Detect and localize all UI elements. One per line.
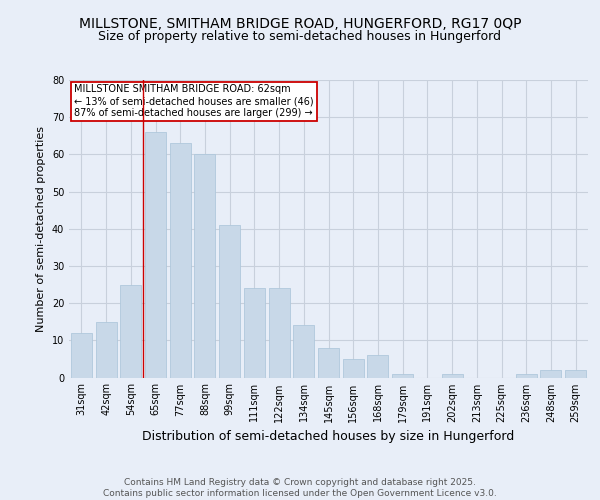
Bar	[71, 333, 92, 378]
Bar	[541, 370, 562, 378]
Bar	[442, 374, 463, 378]
Text: Size of property relative to semi-detached houses in Hungerford: Size of property relative to semi-detach…	[98, 30, 502, 43]
Bar	[219, 225, 240, 378]
Bar	[194, 154, 215, 378]
X-axis label: Distribution of semi-detached houses by size in Hungerford: Distribution of semi-detached houses by …	[142, 430, 515, 443]
Bar	[293, 326, 314, 378]
Bar	[145, 132, 166, 378]
Bar	[95, 322, 116, 378]
Bar	[269, 288, 290, 378]
Y-axis label: Number of semi-detached properties: Number of semi-detached properties	[36, 126, 46, 332]
Text: MILLSTONE, SMITHAM BRIDGE ROAD, HUNGERFORD, RG17 0QP: MILLSTONE, SMITHAM BRIDGE ROAD, HUNGERFO…	[79, 18, 521, 32]
Bar	[244, 288, 265, 378]
Bar	[367, 355, 388, 378]
Bar	[120, 284, 141, 378]
Bar	[565, 370, 586, 378]
Text: Contains HM Land Registry data © Crown copyright and database right 2025.
Contai: Contains HM Land Registry data © Crown c…	[103, 478, 497, 498]
Bar	[170, 143, 191, 378]
Bar	[392, 374, 413, 378]
Bar	[516, 374, 537, 378]
Bar	[343, 359, 364, 378]
Text: MILLSTONE SMITHAM BRIDGE ROAD: 62sqm
← 13% of semi-detached houses are smaller (: MILLSTONE SMITHAM BRIDGE ROAD: 62sqm ← 1…	[74, 84, 314, 117]
Bar	[318, 348, 339, 378]
